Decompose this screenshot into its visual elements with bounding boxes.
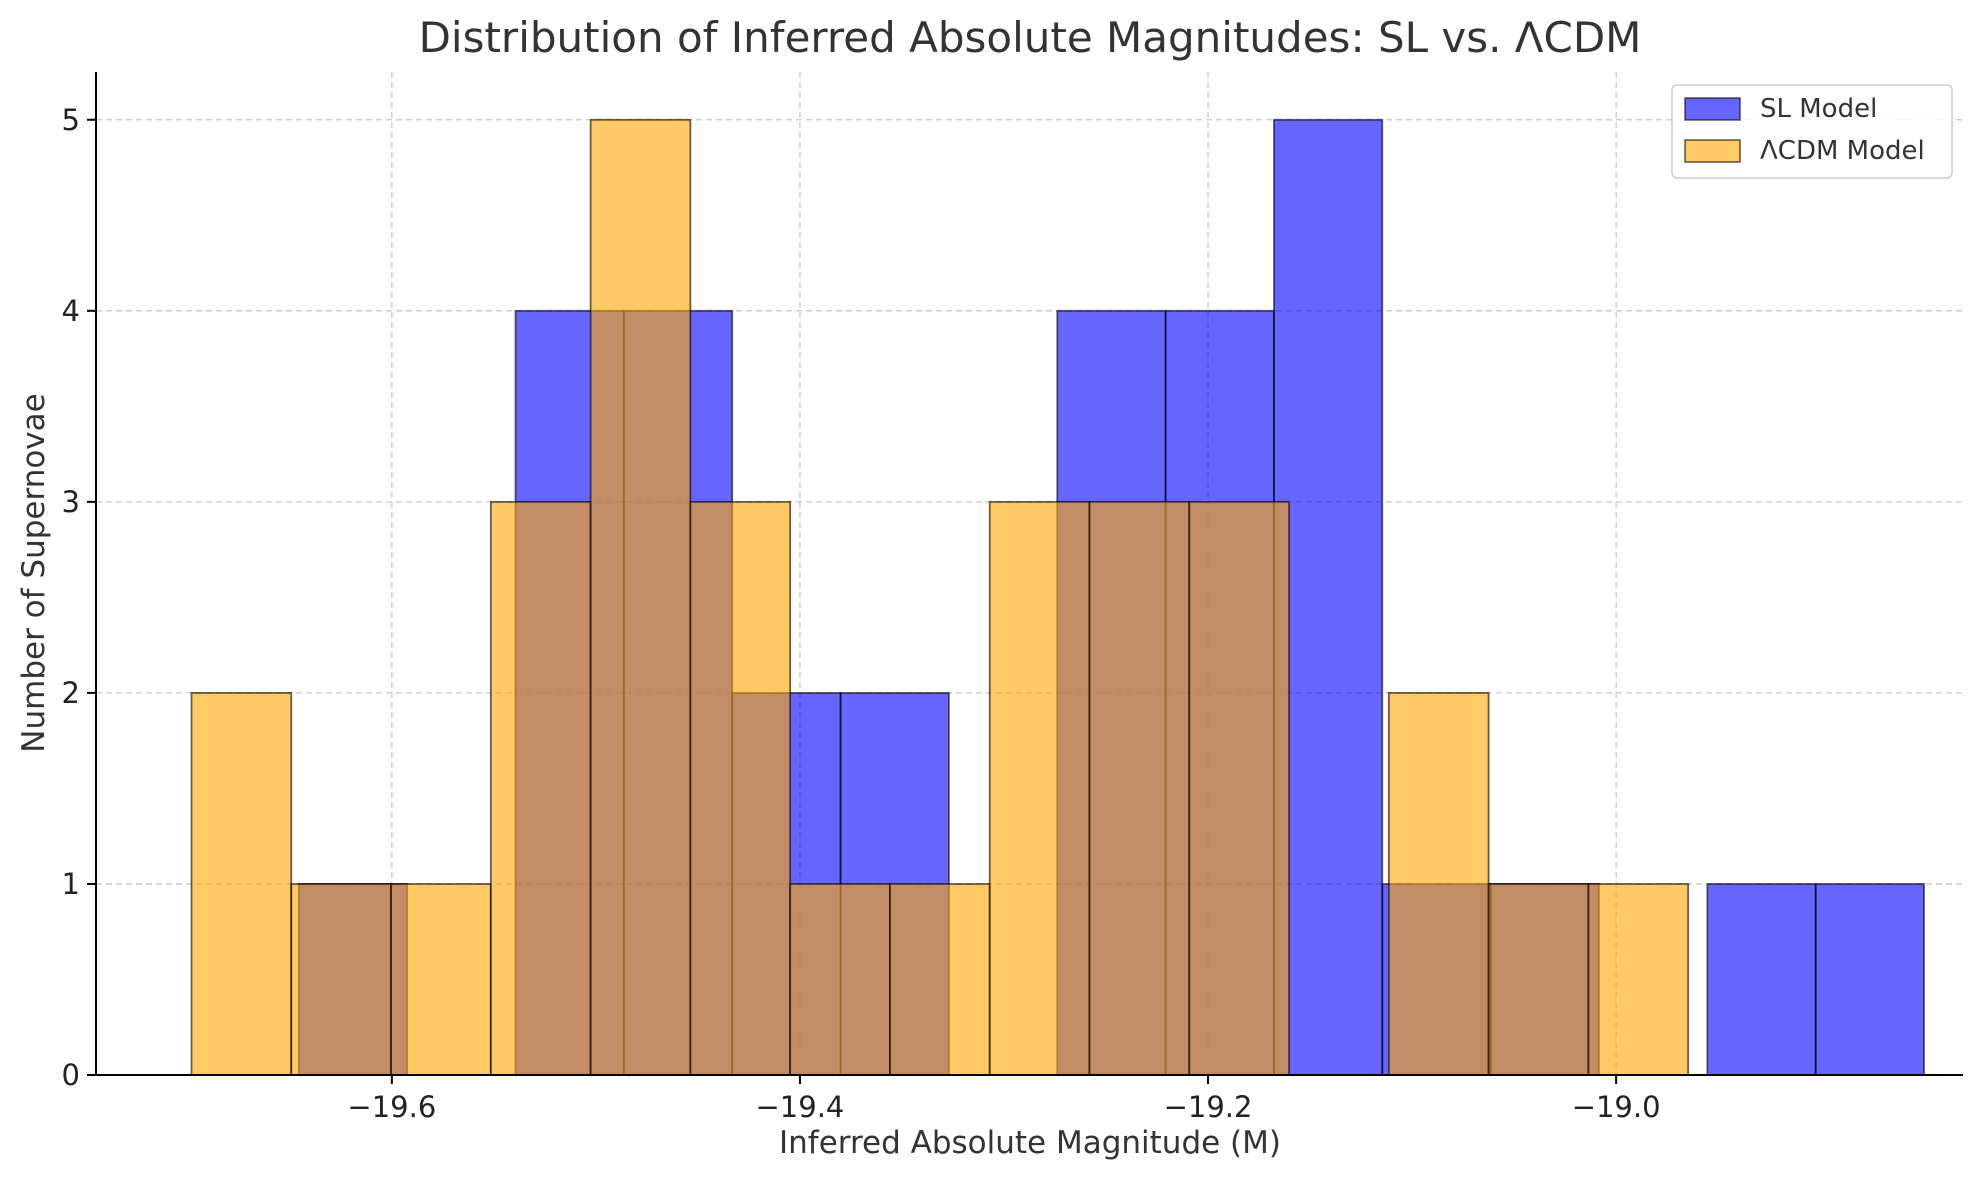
- legend-label-sl: SL Model: [1760, 94, 1877, 124]
- y-tick-label: 1: [62, 867, 80, 901]
- lcdm-bar: [190, 692, 293, 1076]
- lcdm-bar: [1587, 883, 1690, 1076]
- sl-bar: [1706, 883, 1817, 1076]
- y-ticks: 0 1 2 3 4 5: [62, 103, 96, 1092]
- axes: [95, 72, 1963, 1076]
- y-tick-label: 2: [62, 676, 80, 710]
- x-tick-label: −19.4: [756, 1090, 845, 1124]
- lcdm-bar: [1188, 500, 1290, 1076]
- legend-frame: [1671, 84, 1953, 179]
- lcdm-bar: [290, 883, 392, 1076]
- lcdm-bar: [988, 500, 1091, 1076]
- y-tick-label: 0: [62, 1058, 80, 1092]
- lcdm-bar: [789, 883, 891, 1076]
- lcdm-bar: [1487, 883, 1590, 1076]
- y-tick-label: 5: [62, 103, 80, 137]
- y-tick-label: 3: [62, 485, 80, 519]
- legend-swatch-lcdm: [1684, 139, 1741, 163]
- chart-title: Distribution of Inferred Absolute Magnit…: [419, 13, 1642, 62]
- lcdm-bar: [589, 118, 692, 1076]
- lcdm-bar: [1088, 500, 1191, 1076]
- x-tick-label: −19.6: [347, 1090, 436, 1124]
- sl-bar: [1273, 118, 1384, 1076]
- lcdm-model-bars: [190, 118, 1690, 1076]
- lcdm-bar: [390, 883, 492, 1076]
- lcdm-bar: [889, 883, 991, 1076]
- x-tick-label: −19.2: [1164, 1090, 1253, 1124]
- lcdm-bar: [689, 500, 792, 1076]
- lcdm-bar: [489, 500, 592, 1076]
- legend-swatch-sl: [1684, 97, 1741, 121]
- y-tick-label: 4: [62, 294, 80, 328]
- legend: SL Model ΛCDM Model: [1671, 84, 1953, 179]
- x-ticks: −19.6 −19.4 −19.2 −19.0: [347, 1075, 1661, 1124]
- x-tick-label: −19.0: [1572, 1090, 1661, 1124]
- legend-label-lcdm: ΛCDM Model: [1760, 136, 1925, 166]
- x-axis-label: Inferred Absolute Magnitude (M): [779, 1125, 1281, 1161]
- sl-bar: [1814, 883, 1925, 1076]
- y-axis-label: Number of Supernovae: [16, 393, 52, 752]
- lcdm-bar: [1387, 692, 1490, 1076]
